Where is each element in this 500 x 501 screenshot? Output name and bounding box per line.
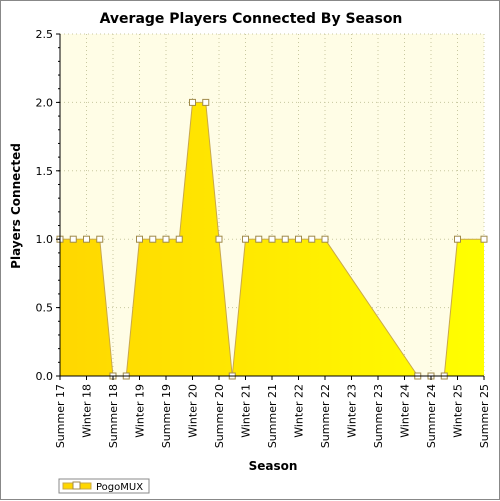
data-point-marker bbox=[268, 235, 276, 243]
data-point-marker bbox=[480, 235, 488, 243]
x-tick-label: Summer 22 bbox=[319, 384, 332, 448]
x-tick-label: Summer 19 bbox=[160, 384, 173, 448]
legend-label: PogoMUX bbox=[96, 482, 143, 493]
x-tick-label: Summer 20 bbox=[213, 384, 226, 448]
x-tick-label: Winter 19 bbox=[134, 384, 147, 438]
data-point-marker bbox=[454, 235, 461, 243]
x-tick-label: Winter 23 bbox=[346, 384, 359, 438]
legend-marker-icon bbox=[72, 481, 81, 490]
x-tick-label: Summer 17 bbox=[54, 384, 67, 448]
x-tick-label: Winter 24 bbox=[399, 384, 412, 438]
y-tick-label: 2.0 bbox=[36, 96, 54, 109]
data-point-marker bbox=[255, 235, 263, 243]
series-line-segment bbox=[205, 102, 220, 240]
data-point-marker bbox=[175, 235, 183, 243]
data-point-marker bbox=[136, 235, 143, 243]
series-line-segment bbox=[324, 238, 419, 377]
series-line-segment bbox=[443, 239, 458, 377]
series-line-segment bbox=[99, 239, 114, 377]
data-point-marker bbox=[215, 235, 223, 243]
y-tick-labels: 0.0 0.5 1.0 1.5 2.0 2.5 bbox=[36, 28, 54, 383]
series-line-segment bbox=[125, 239, 140, 377]
x-tick-label: Winter 25 bbox=[452, 384, 465, 438]
x-tick-label: Winter 20 bbox=[187, 384, 200, 438]
data-point-marker bbox=[96, 235, 104, 243]
series-line-segment bbox=[178, 102, 193, 240]
y-tick-label: 1.5 bbox=[36, 165, 54, 178]
x-tick-labels: Summer 17 Winter 18 Summer 18 Winter 19 Summ… bbox=[54, 384, 491, 448]
y-tick-label: 2.5 bbox=[36, 28, 54, 41]
chart-title: Average Players Connected By Season bbox=[100, 11, 403, 27]
x-tick-label: Summer 23 bbox=[372, 384, 385, 448]
x-tick-label: Summer 21 bbox=[266, 384, 279, 448]
legend: PogoMUX bbox=[58, 478, 150, 494]
data-point-marker bbox=[83, 235, 90, 243]
series-line-segment bbox=[231, 239, 246, 377]
data-point-marker bbox=[295, 235, 302, 243]
x-tick-label: Winter 18 bbox=[81, 384, 94, 438]
x-tick-label: Winter 21 bbox=[240, 384, 253, 438]
data-point-marker bbox=[321, 235, 329, 243]
y-tick-label: 0.5 bbox=[36, 302, 54, 315]
y-tick-label: 0.0 bbox=[36, 370, 54, 383]
x-tick-label: Summer 24 bbox=[425, 384, 438, 448]
y-axis-label: Players Connected bbox=[9, 143, 23, 269]
y-tick-label: 1.0 bbox=[36, 233, 54, 246]
axes bbox=[56, 33, 485, 380]
data-point-marker bbox=[149, 235, 157, 243]
data-point-marker bbox=[162, 235, 170, 243]
data-point-marker bbox=[202, 98, 210, 106]
data-point-marker bbox=[69, 235, 77, 243]
series-line-segment bbox=[218, 239, 233, 377]
data-point-marker bbox=[242, 235, 249, 243]
x-tick-label: Summer 18 bbox=[107, 384, 120, 448]
data-point-marker bbox=[189, 98, 196, 106]
x-axis-label: Season bbox=[249, 459, 298, 473]
data-point-marker bbox=[281, 235, 289, 243]
x-tick-label: Winter 22 bbox=[293, 384, 306, 438]
data-point-marker bbox=[308, 235, 316, 243]
x-tick-label: Summer 25 bbox=[478, 384, 491, 448]
